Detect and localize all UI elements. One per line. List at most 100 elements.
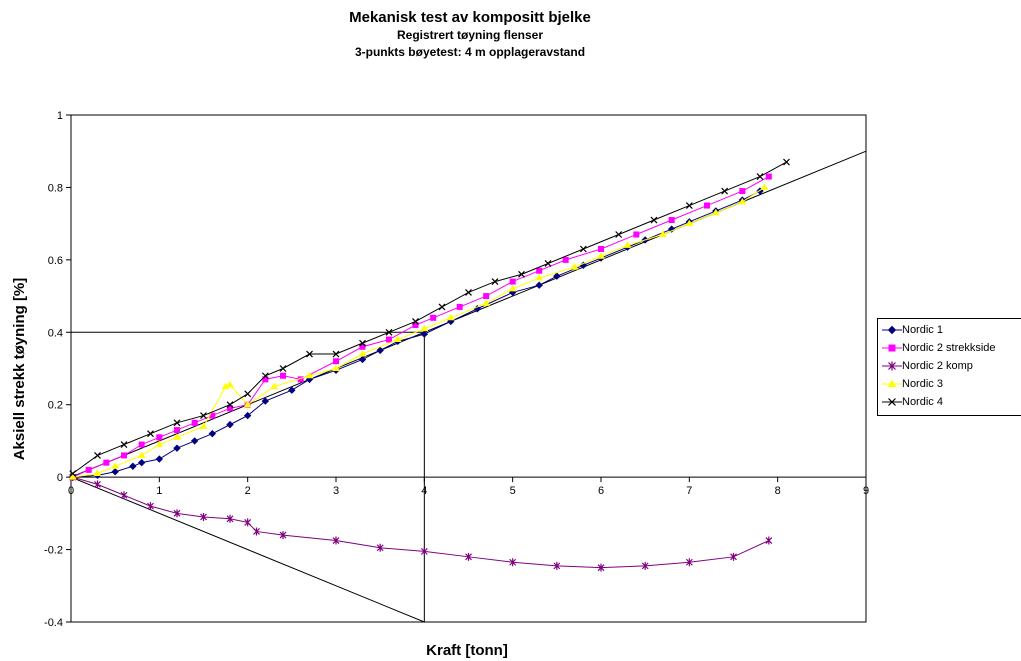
data-point-triangle [658,230,667,238]
legend-swatch [882,325,902,335]
data-point-square [386,336,392,343]
reference-line [70,150,867,478]
data-point-star [641,561,649,570]
x-axis-title: Kraft [tonn] [426,642,508,659]
y-tick-label: -0.4 [44,617,63,629]
data-point-triangle [420,324,429,332]
data-point-triangle [738,197,747,205]
data-point-x [756,173,764,180]
data-point-square [333,358,339,365]
data-point-x [94,451,101,459]
data-point-star [465,552,472,561]
x-tick-label: 9 [863,485,869,497]
reference-line [70,476,425,623]
data-point-x [721,187,729,195]
data-point-x [359,339,366,347]
data-point-star [730,552,737,561]
data-point-triangle [93,469,102,477]
data-point-triangle [199,422,208,429]
x-tick-label: 3 [333,485,339,497]
data-point-star [685,558,693,567]
data-point-square [456,303,463,310]
data-point-square [359,343,366,350]
data-point-square [174,427,180,434]
reference-lines [70,150,867,623]
data-point-square [121,452,127,459]
data-point-square [227,405,233,412]
data-point-triangle [173,433,181,440]
data-point-x [226,401,234,409]
data-point-triangle [305,371,314,379]
legend-swatch [882,398,902,406]
data-point-x [120,441,128,448]
data-point-x [244,390,252,398]
legend-label: Nordic 2 komp [902,360,973,372]
data-point-diamond [190,437,199,445]
data-point-x [279,365,287,372]
data-point-triangle [226,380,234,388]
data-point-x [200,412,207,420]
data-point-triangle [508,284,517,292]
data-point-triangle [68,473,77,480]
data-point-square [598,245,604,252]
data-point-star [226,514,234,523]
data-point-triangle [887,379,897,387]
data-point-triangle [155,440,164,448]
legend-swatch [882,379,902,387]
data-point-triangle [358,350,367,357]
legend-label: Nordic 3 [902,378,943,390]
series-nordic-1 [69,187,764,481]
data-point-triangle [685,219,694,227]
data-point-triangle [332,364,340,371]
data-point-triangle [623,241,632,248]
x-tick-label: 2 [245,485,251,497]
data-point-square [430,314,437,321]
data-point-diamond [553,272,561,280]
legend-label: Nordic 1 [902,324,943,336]
data-point-x [147,430,154,438]
data-point-star [94,480,101,489]
data-point-x [685,202,693,209]
x-tick-label: 1 [156,485,162,497]
data-point-square [562,256,569,263]
data-point-star [420,547,428,556]
data-point-square [509,278,516,285]
data-point-diamond [155,455,164,463]
data-point-star [332,536,340,545]
data-point-square [483,293,490,300]
data-point-diamond [111,468,119,476]
axes [66,114,867,623]
data-point-star [147,502,154,511]
data-point-diamond [129,462,137,470]
data-point-square [412,322,419,329]
data-point-x [650,216,658,224]
series-nordic-3 [68,183,769,480]
data-point-x [783,158,790,166]
data-point-star [253,527,260,536]
data-point-diamond [376,346,384,355]
data-point-triangle [597,252,605,259]
data-point-diamond [535,281,543,289]
chart-title: Mekanisk test av kompositt bjelke [349,9,591,26]
tick-labels: 0 1 2 3 4 5 6 7 8 9 1 0.8 0.6 0.4 0.2 0 -0.2 -0.4 [44,110,869,629]
data-point-star [765,536,773,545]
data-point-diamond [226,420,234,429]
data-point-x [306,350,313,358]
data-point-x [579,245,587,253]
x-tick-label: 6 [598,485,604,497]
y-tick-label: 0 [57,472,63,484]
y-tick-label: -0.2 [44,545,63,557]
data-point-x [615,231,623,238]
data-point-star [509,558,517,567]
chart-title-block: Mekanisk test av kompositt bjelke Regist… [0,8,940,61]
data-point-diamond [173,444,181,452]
data-point-diamond [358,355,367,364]
x-tick-label: 4 [421,485,427,497]
data-point-square [739,188,746,195]
data-point-star [120,491,128,500]
data-point-triangle [446,313,455,321]
legend-swatch [882,344,902,352]
data-point-triangle [393,335,402,343]
x-tick-label: 7 [686,485,692,497]
